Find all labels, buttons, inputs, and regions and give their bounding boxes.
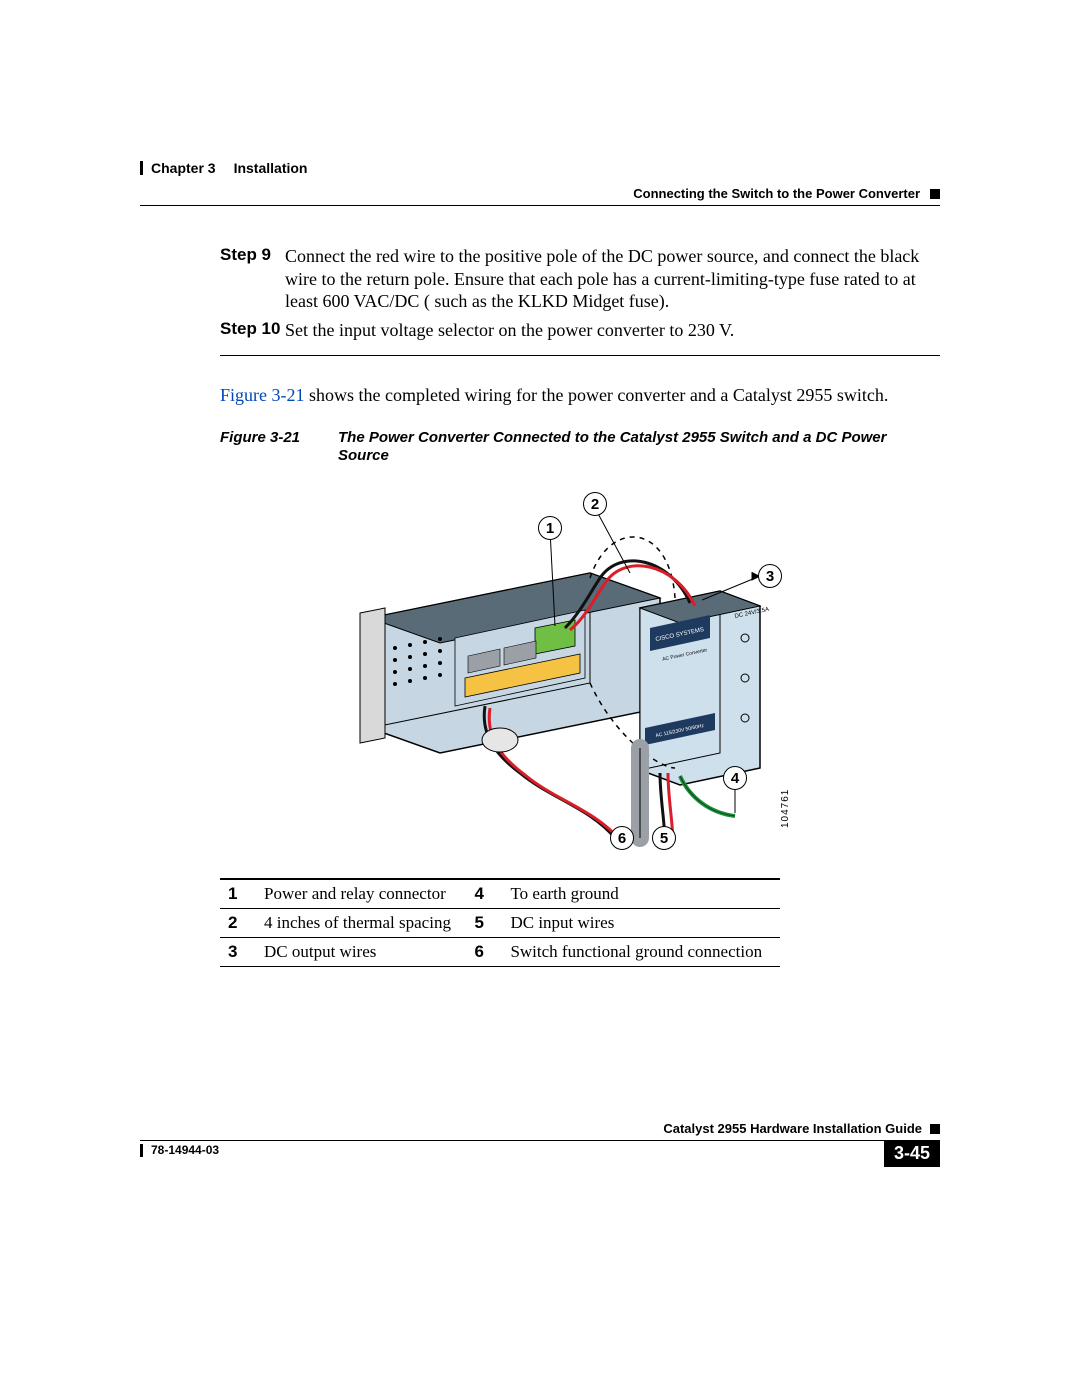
legend-num: 2 xyxy=(220,909,256,938)
step-text: Connect the red wire to the positive pol… xyxy=(285,245,940,313)
legend-num: 6 xyxy=(466,938,502,967)
legend-num: 3 xyxy=(220,938,256,967)
figure-link[interactable]: Figure 3-21 xyxy=(220,385,305,405)
header-section-row: Connecting the Switch to the Power Conve… xyxy=(140,186,940,201)
legend-num: 4 xyxy=(466,879,502,909)
legend-table: 1 Power and relay connector 4 To earth g… xyxy=(220,878,780,967)
guide-title: Catalyst 2955 Hardware Installation Guid… xyxy=(663,1121,922,1136)
page-footer: Catalyst 2955 Hardware Installation Guid… xyxy=(140,1121,940,1157)
callout-4: 4 xyxy=(723,766,747,790)
header-bar-icon xyxy=(140,161,143,175)
content-area: Step 9 Connect the red wire to the posit… xyxy=(220,245,940,967)
footer-square-icon xyxy=(930,1124,940,1134)
step-text: Set the input voltage selector on the po… xyxy=(285,319,734,342)
chapter-title: Installation xyxy=(234,160,308,176)
step-label: Step 9 xyxy=(220,245,285,313)
footer-rule xyxy=(140,1140,940,1141)
page-number-badge: 3-45 xyxy=(884,1140,940,1167)
legend-text: Switch functional ground connection xyxy=(502,938,780,967)
figure-title: The Power Converter Connected to the Cat… xyxy=(338,429,940,467)
section-rule xyxy=(220,355,940,356)
page: Chapter 3 Installation Connecting the Sw… xyxy=(0,0,1080,1397)
paragraph-rest: shows the completed wiring for the power… xyxy=(305,385,889,405)
header-rule xyxy=(140,205,940,206)
legend-text: Power and relay connector xyxy=(256,879,466,909)
callout-5: 5 xyxy=(652,826,676,850)
figure-caption: Figure 3-21 The Power Converter Connecte… xyxy=(220,429,940,467)
step-row: Step 10 Set the input voltage selector o… xyxy=(220,319,940,342)
callout-3: 3 xyxy=(758,564,782,588)
callout-1: 1 xyxy=(538,516,562,540)
callout-2: 2 xyxy=(583,492,607,516)
table-row: 3 DC output wires 6 Switch functional gr… xyxy=(220,938,780,967)
footer-title-row: Catalyst 2955 Hardware Installation Guid… xyxy=(140,1121,940,1136)
header-square-icon xyxy=(930,189,940,199)
footer-bottom-row: 78-14944-03 xyxy=(140,1143,940,1157)
figure-diagram: CISCO SYSTEMS AC Power Converter AC 115/… xyxy=(340,478,820,858)
section-title: Connecting the Switch to the Power Conve… xyxy=(633,186,920,201)
page-header: Chapter 3 Installation Connecting the Sw… xyxy=(140,160,940,206)
table-row: 2 4 inches of thermal spacing 5 DC input… xyxy=(220,909,780,938)
legend-num: 5 xyxy=(466,909,502,938)
callout-6: 6 xyxy=(610,826,634,850)
doc-number: 78-14944-03 xyxy=(151,1143,219,1157)
step-label: Step 10 xyxy=(220,319,285,342)
figure-code: 104761 xyxy=(780,789,791,828)
chapter-label: Chapter 3 xyxy=(151,160,216,176)
diagram-svg: CISCO SYSTEMS AC Power Converter AC 115/… xyxy=(340,478,820,858)
legend-num: 1 xyxy=(220,879,256,909)
legend-text: DC output wires xyxy=(256,938,466,967)
power-converter: CISCO SYSTEMS AC Power Converter AC 115/… xyxy=(640,591,770,785)
legend-text: To earth ground xyxy=(502,879,780,909)
step-row: Step 9 Connect the red wire to the posit… xyxy=(220,245,940,313)
body-paragraph: Figure 3-21 shows the completed wiring f… xyxy=(220,384,940,407)
table-row: 1 Power and relay connector 4 To earth g… xyxy=(220,879,780,909)
figure-number: Figure 3-21 xyxy=(220,429,338,467)
legend-text: 4 inches of thermal spacing xyxy=(256,909,466,938)
footer-bar-icon xyxy=(140,1144,143,1157)
din-rail xyxy=(360,608,385,743)
legend-text: DC input wires xyxy=(502,909,780,938)
header-chapter-row: Chapter 3 Installation xyxy=(140,160,940,176)
